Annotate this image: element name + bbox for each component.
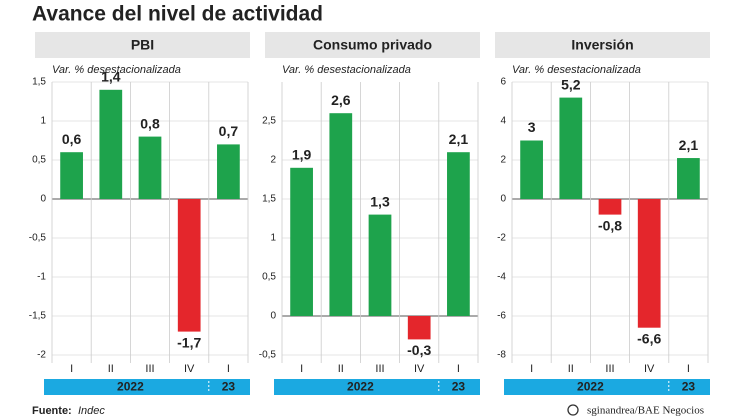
x-tick-label: IV xyxy=(414,363,425,375)
year-band xyxy=(44,379,250,395)
year-label: 2022 xyxy=(347,380,374,394)
x-tick-label: I xyxy=(70,363,73,375)
panel-header xyxy=(495,32,710,58)
panel-subtitle: Var. % desestacionalizada xyxy=(282,64,411,76)
y-tick-label: -4 xyxy=(497,272,506,283)
value-label: 2,1 xyxy=(449,131,469,147)
bar xyxy=(677,158,700,199)
value-label: 2,6 xyxy=(331,92,351,108)
x-tick-label: III xyxy=(375,363,384,375)
y-tick-label: -8 xyxy=(497,350,506,361)
bar xyxy=(329,113,353,316)
bar xyxy=(290,167,313,316)
year-band xyxy=(274,379,480,395)
bar xyxy=(598,199,622,215)
y-tick-label: -0,5 xyxy=(259,350,277,361)
year-label: 23 xyxy=(682,380,696,394)
x-tick-label: III xyxy=(145,363,154,375)
y-tick-label: -2 xyxy=(497,233,506,244)
bar xyxy=(217,144,240,199)
y-tick-label: 0 xyxy=(40,194,46,205)
y-tick-label: 1 xyxy=(40,116,46,127)
x-tick-label: III xyxy=(605,363,614,375)
value-label: -6,6 xyxy=(637,330,661,346)
panel-header xyxy=(265,32,480,58)
value-label: 0,6 xyxy=(62,131,82,147)
value-label: 2,1 xyxy=(679,137,699,153)
x-tick-label: I xyxy=(530,363,533,375)
y-tick-label: -0,5 xyxy=(29,233,47,244)
value-label: 3 xyxy=(528,119,536,135)
value-label: 0,8 xyxy=(140,115,160,131)
y-tick-label: -2 xyxy=(37,350,46,361)
y-tick-label: -1 xyxy=(37,272,46,283)
bar xyxy=(99,89,123,199)
year-label: 23 xyxy=(222,380,236,394)
bar xyxy=(138,136,162,199)
panel-subtitle: Var. % desestacionalizada xyxy=(52,64,181,76)
instagram-icon xyxy=(567,404,579,416)
value-label: -0,3 xyxy=(407,342,431,358)
bar xyxy=(447,152,470,316)
panel-subtitle: Var. % desestacionalizada xyxy=(512,64,641,76)
bar xyxy=(407,316,431,340)
x-tick-label: I xyxy=(300,363,303,375)
value-label: -0,8 xyxy=(598,217,622,233)
source-label: Fuente: xyxy=(32,405,72,417)
panel-title: Consumo privado xyxy=(313,37,432,53)
bar xyxy=(559,97,583,199)
year-label: 2022 xyxy=(117,380,144,394)
y-tick-label: 0 xyxy=(270,311,276,322)
x-tick-label: I xyxy=(687,363,690,375)
y-tick-label: 1,5 xyxy=(262,194,276,205)
y-tick-label: 2 xyxy=(500,155,506,166)
y-tick-label: 6 xyxy=(500,77,506,88)
bar xyxy=(520,140,543,199)
value-label: 0,7 xyxy=(219,123,239,139)
value-label: 1,3 xyxy=(370,193,390,209)
x-tick-label: II xyxy=(568,363,574,375)
y-tick-label: 2 xyxy=(270,155,276,166)
x-tick-label: IV xyxy=(644,363,655,375)
y-tick-label: 4 xyxy=(500,116,506,127)
y-tick-label: -6 xyxy=(497,311,506,322)
bar xyxy=(60,152,83,199)
y-tick-label: 0,5 xyxy=(262,272,276,283)
x-tick-label: I xyxy=(227,363,230,375)
year-label: 23 xyxy=(452,380,466,394)
credit: sginandrea/BAE Negocios xyxy=(587,405,704,417)
panel-title: Inversión xyxy=(571,37,633,53)
value-label: 1,4 xyxy=(101,69,121,85)
value-label: 1,9 xyxy=(292,147,312,163)
source: Indec xyxy=(78,405,105,417)
x-tick-label: I xyxy=(457,363,460,375)
year-band xyxy=(504,379,710,395)
year-label: 2022 xyxy=(577,380,604,394)
y-tick-label: 1 xyxy=(270,233,276,244)
value-label: 5,2 xyxy=(561,76,581,92)
bar xyxy=(637,199,661,328)
x-tick-label: IV xyxy=(184,363,195,375)
y-tick-label: 0,5 xyxy=(32,155,46,166)
y-tick-label: 0 xyxy=(500,194,506,205)
panel-header xyxy=(35,32,250,58)
bar xyxy=(177,199,201,332)
x-tick-label: II xyxy=(338,363,344,375)
y-tick-label: 1,5 xyxy=(32,77,46,88)
x-tick-label: II xyxy=(108,363,114,375)
panel-title: PBI xyxy=(131,37,154,53)
y-tick-label: -1,5 xyxy=(29,311,47,322)
main-title: Avance del nivel de actividad xyxy=(32,3,323,26)
bar xyxy=(368,214,392,316)
y-tick-label: 2,5 xyxy=(262,116,276,127)
value-label: -1,7 xyxy=(177,334,201,350)
